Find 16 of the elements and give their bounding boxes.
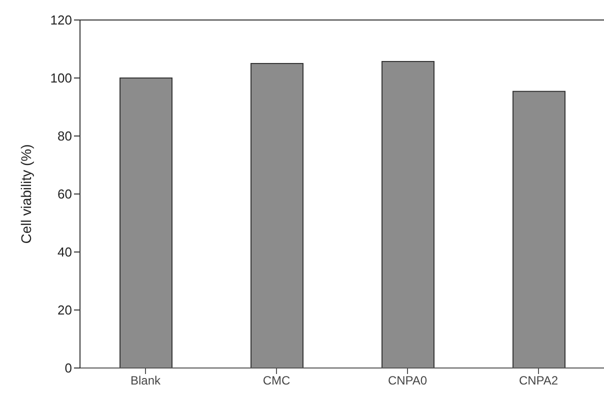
y-axis-title: Cell viability (%) [18,144,34,244]
y-tick-label: 20 [58,302,72,318]
y-tick-label: 40 [58,244,72,260]
y-tick-label: 120 [50,12,72,28]
y-tick-label: 60 [58,186,72,202]
bar [250,63,304,368]
x-tick-label: CNPA0 [388,374,428,388]
y-tick-label: 100 [50,70,72,86]
bar [512,90,566,368]
bar [120,78,172,368]
bar [382,60,434,368]
y-tick-label: 80 [58,128,72,144]
x-tick-label: Blank [130,374,162,388]
x-tick-label: CMC [262,374,290,388]
y-tick-label: 0 [64,360,72,376]
x-tick-label: CNPA2 [518,374,558,388]
